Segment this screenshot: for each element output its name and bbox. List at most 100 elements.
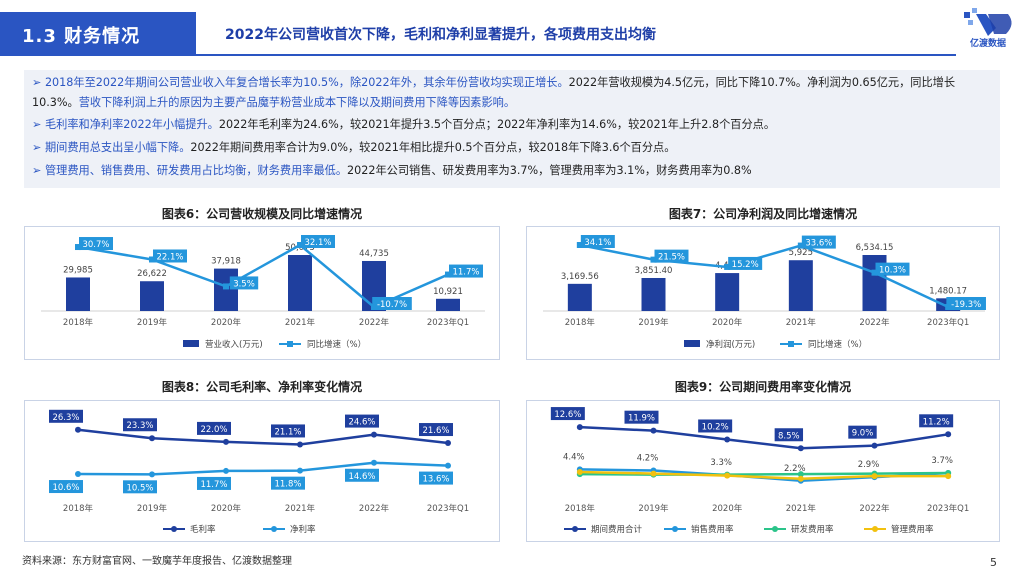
legend-bar-label: 营业收入(万元) [205, 339, 263, 350]
legend-line-label: 同比增速（%） [307, 339, 366, 350]
margin-chart-svg: 2018年 2019年 2020年 2021年 2022年 2023年Q1 26.3% 23.… [49, 409, 469, 535]
growth-label-1: 21.5% [658, 253, 685, 263]
series-0-label-0: 12.6% [554, 410, 581, 420]
x-tick-0: 2018年 [565, 317, 596, 328]
bullet-4-highlight: 管理费用、销售费用、研发费用占比均衡，财务费用率最低。 [44, 164, 348, 177]
series-0-point-2 [223, 438, 229, 445]
x-tick-4: 2022年 [859, 317, 890, 328]
series-0-label-3: 21.1% [274, 427, 301, 437]
growth-label-5-bg [449, 264, 483, 278]
series-1-label-0-bg [49, 480, 83, 494]
series-0-label-1: 11.9% [628, 414, 655, 424]
bar-0 [567, 283, 592, 311]
company-logo [964, 8, 1012, 36]
series-0-label-2-bg [698, 419, 733, 433]
legend-label-2: 研发费用率 [791, 524, 834, 535]
legend-line-marker [788, 341, 794, 347]
series-0-label-5: 11.2% [923, 417, 950, 427]
series-0-label-4-bg [345, 414, 379, 428]
growth-point-3 [297, 242, 303, 248]
growth-label-5: 11.7% [452, 268, 479, 278]
x-tick-4: 2022年 [359, 503, 390, 514]
series-0-line [579, 425, 949, 450]
series-0-label-4: 24.6% [348, 418, 375, 428]
series-0-point-5 [945, 431, 952, 438]
series-1-label-4-bg [345, 468, 379, 482]
growth-label-4-bg [372, 297, 412, 310]
bar-5 [436, 298, 460, 311]
x-tick-1: 2019年 [137, 317, 168, 328]
section-tab [0, 12, 196, 56]
series-0-label-5-bg [919, 414, 954, 428]
series-0-point-0 [75, 426, 81, 433]
series-0-label-2: 10.2% [702, 422, 729, 432]
series-3-point-3 [797, 475, 804, 482]
legend-label-1: 净利率 [290, 524, 316, 535]
series-1-point-2 [223, 467, 229, 474]
x-tick-0: 2018年 [565, 503, 596, 514]
series-1-point-3 [297, 467, 303, 474]
series-0-point-5 [445, 440, 451, 447]
growth-label-0-bg [580, 235, 615, 248]
series-1-label-0: 10.6% [52, 483, 79, 493]
legend-bar-swatch [183, 340, 199, 347]
legend-marker-3 [872, 526, 878, 532]
bar-label-4: 44,735 [359, 249, 389, 259]
legend-marker-0 [171, 526, 177, 532]
series-1-label-0: 4.4% [563, 452, 585, 462]
summary-bullet-4: ➢ 管理费用、销售费用、研发费用占比均衡，财务费用率最低。2022年公司销售、研… [32, 164, 752, 177]
series-1-label-2: 11.7% [200, 480, 227, 490]
legend-bar-swatch [684, 340, 700, 347]
series-1-label-5: 13.6% [422, 475, 449, 485]
series-0-point-4 [871, 442, 878, 449]
legend-label-0: 期间费用合计 [591, 524, 643, 535]
x-tick-5: 2023年Q1 [427, 503, 469, 514]
growth-point-4 [871, 269, 878, 276]
x-tick-2: 2020年 [712, 503, 743, 514]
bar-3 [788, 260, 813, 311]
x-tick-1: 2019年 [638, 317, 669, 328]
bullet-1-highlight: 2018年至2022年期间公司营业收入年复合增长率为10.5%，除2022年外，… [44, 76, 569, 89]
series-0-point-1 [149, 435, 155, 442]
bar-label-4: 6,534.15 [856, 243, 894, 253]
legend-marker-2 [772, 526, 778, 532]
legend-marker-1 [271, 526, 277, 532]
growth-label-2-bg [229, 276, 259, 290]
bullet-4-text: 2022年公司销售、研发费用率为3.7%，管理费用率为3.1%，财务费用率为0.… [347, 164, 752, 177]
bar-1 [140, 281, 164, 311]
bar-label-1: 26,622 [137, 269, 167, 279]
series-0-label-5-bg [419, 423, 453, 437]
series-1-point-1 [149, 471, 155, 478]
growth-label-0-bg [79, 237, 113, 251]
legend-marker-1 [672, 526, 678, 532]
series-1-label-2: 3.3% [710, 458, 732, 468]
series-3-point-2 [724, 472, 731, 479]
bar-label-1: 3,851.40 [635, 266, 673, 276]
x-tick-3: 2021年 [786, 317, 817, 328]
slide-header: 1.3 财务情况 2022年公司营收首次下降，毛利和净利显著提升，各项费用支出均… [0, 0, 1024, 62]
title-rule [196, 54, 956, 56]
series-1-line [77, 461, 449, 476]
growth-point-3 [797, 242, 804, 249]
legend-bar-label: 净利润(万元) [706, 339, 755, 350]
series-0-label-2: 22.0% [200, 425, 227, 435]
revenue-chart-svg: 29,9852018年26,6222019年37,9182020年50,0752… [41, 235, 485, 350]
series-3-point-0 [576, 469, 583, 476]
bar-label-2: 37,918 [211, 257, 241, 267]
series-0-label-3-bg [774, 428, 804, 442]
legend-marker-0 [572, 526, 578, 532]
bar-0 [66, 277, 90, 311]
series-0-point-1 [650, 427, 657, 434]
series-1-label-3: 2.2% [784, 464, 806, 474]
series-3-point-4 [871, 473, 878, 480]
growth-label-3-bg [801, 235, 836, 249]
bullet-1-tail: 营收下降利润上升的原因为主要产品魔芋粉营业成本下降以及期间费用下降等因素影响。 [78, 96, 516, 109]
series-0-point-3 [797, 445, 804, 452]
growth-point-1 [149, 256, 155, 263]
x-tick-5: 2023年Q1 [927, 503, 969, 514]
bullet-1-text: 2022年营收规模为4.5亿元，同比下降10.7%。净利润为0.65亿元，同比增… [32, 76, 956, 109]
series-0-point-2 [724, 436, 731, 443]
x-tick-2: 2020年 [211, 317, 242, 328]
series-1-label-2-bg [197, 476, 231, 490]
summary-panel: ➢ 2018年至2022年期间公司营业收入年复合增长率为10.5%，除2022年… [24, 70, 1000, 188]
